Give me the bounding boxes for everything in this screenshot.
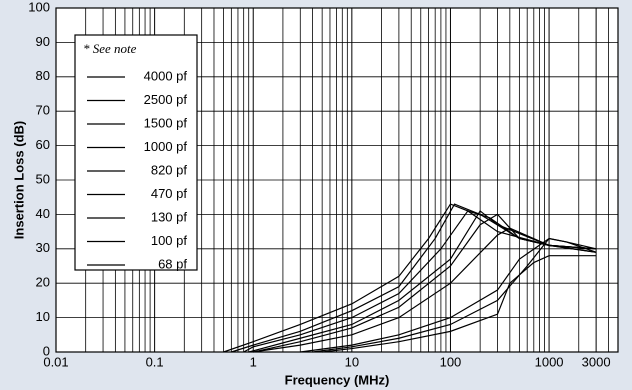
y-tick-label: 20 — [36, 275, 50, 290]
x-tick-label: 100 — [440, 354, 462, 369]
y-tick-label: 80 — [36, 68, 50, 83]
legend-label: 130 pf — [151, 209, 188, 224]
legend-label: 68 pf — [158, 256, 187, 271]
x-tick-label: 1 — [250, 354, 257, 369]
series-line — [322, 255, 597, 353]
y-tick-label: 40 — [36, 206, 50, 221]
y-tick-label: 0 — [43, 343, 50, 358]
x-tick-label: 1000 — [535, 354, 564, 369]
y-tick-label: 60 — [36, 137, 50, 152]
x-tick-label: 0.1 — [146, 354, 164, 369]
y-tick-label: 70 — [36, 103, 50, 118]
y-tick-label: 90 — [36, 34, 50, 49]
x-tick-label: 3000 — [582, 354, 611, 369]
y-tick-label: 50 — [36, 171, 50, 186]
x-tick-label: 10 — [345, 354, 359, 369]
series-line — [253, 213, 597, 353]
plot-frame — [55, 7, 619, 353]
legend-label: 1000 pf — [144, 139, 188, 154]
legend-label: 100 pf — [151, 233, 188, 248]
x-tick-label: 0.01 — [43, 354, 68, 369]
series-line — [253, 227, 597, 353]
y-axis-title: Insertion Loss (dB) — [11, 121, 26, 239]
y-tick-label: 10 — [36, 309, 50, 324]
legend-label: 820 pf — [151, 162, 188, 177]
legend-label: 4000 pf — [144, 68, 188, 83]
x-axis-title: Frequency (MHz) — [285, 372, 390, 387]
y-tick-label: 30 — [36, 240, 50, 255]
y-tick-label: 100 — [28, 0, 50, 14]
legend-box — [74, 34, 198, 271]
series-line — [312, 237, 597, 353]
legend-label: 2500 pf — [144, 92, 188, 107]
legend-note: * See note — [83, 41, 137, 56]
legend-label: 1500 pf — [144, 115, 188, 130]
legend-label: 470 pf — [151, 186, 188, 201]
